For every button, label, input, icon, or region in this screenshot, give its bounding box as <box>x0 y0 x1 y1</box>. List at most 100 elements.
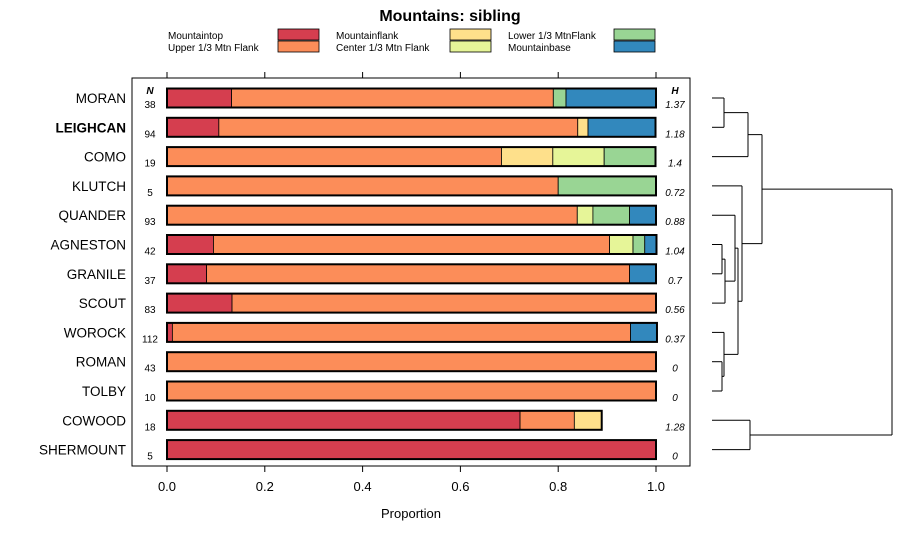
x-tick-label: 0.0 <box>158 479 176 494</box>
bar-segment-mountainbase <box>644 234 657 255</box>
h-value: 0 <box>672 393 678 404</box>
n-value: 42 <box>144 247 156 258</box>
bar-row-quander: QUANDER 93 0.88 <box>58 204 685 228</box>
legend-label: Center 1/3 Mtn Flank <box>336 43 430 54</box>
bar-outline <box>166 234 658 255</box>
h-value: 0.56 <box>665 305 685 316</box>
bar-segment-lower-1-3-mtnflank <box>603 146 656 167</box>
legend-label: Mountaintop <box>168 31 223 42</box>
bar-segment-upper-1-3-mtn-flank <box>231 88 554 108</box>
bar-segment-mountaintop <box>166 234 214 255</box>
n-value: 94 <box>144 129 156 140</box>
bar-segment-lower-1-3-mtnflank <box>552 88 567 108</box>
h-value: 0.88 <box>665 217 685 228</box>
n-value: 43 <box>144 364 156 375</box>
bar-segment-upper-1-3-mtn-flank <box>166 175 559 196</box>
bar-segment-upper-1-3-mtn-flank <box>166 205 578 226</box>
bar-segment-mountainbase <box>629 263 657 284</box>
category-label: KLUTCH <box>72 179 126 194</box>
h-value: 0.7 <box>668 276 682 287</box>
chart-title: Mountains: sibling <box>379 8 520 25</box>
bar-segment-upper-1-3-mtn-flank <box>231 293 657 314</box>
x-tick-label: 0.4 <box>354 479 372 494</box>
bar-segment-lower-1-3-mtnflank <box>592 205 630 226</box>
bar-segment-mountaintop <box>166 88 232 108</box>
category-label: ROMAN <box>76 355 126 370</box>
legend-item-upper-1-3-mtn-flank: Upper 1/3 Mtn Flank <box>168 40 320 54</box>
category-label: AGNESTON <box>50 238 126 253</box>
legend-label: Mountainbase <box>508 43 571 54</box>
bar-segment-lower-1-3-mtnflank <box>557 175 657 196</box>
legend-swatch <box>449 40 492 53</box>
bar-row-scout: SCOUT 83 0.56 <box>79 292 685 316</box>
h-value: 0 <box>672 452 678 463</box>
legend-item-center-1-3-mtn-flank: Center 1/3 Mtn Flank <box>336 40 492 54</box>
x-tick-label: 1.0 <box>647 479 665 494</box>
category-label: GRANILE <box>67 267 126 282</box>
bar-segment-mountainflank <box>573 410 603 431</box>
bar-outline <box>166 439 657 461</box>
bar-segment-upper-1-3-mtn-flank <box>206 263 630 284</box>
bar-row-cowood: COWOOD 18 1.28 <box>62 409 685 433</box>
bar-row-agneston: AGNESTON 42 1.04 <box>50 234 685 258</box>
x-tick-label: 0.2 <box>256 479 274 494</box>
bar-outline <box>166 146 657 168</box>
bar-segment-center-1-3-mtn-flank <box>609 234 634 255</box>
n-value: 37 <box>144 276 156 287</box>
h-header: H <box>671 86 679 97</box>
bar-segment-mountaintop <box>166 117 220 138</box>
bar-segment-mountaintop <box>166 263 208 284</box>
h-value: 0 <box>672 364 678 375</box>
bar-segment-lower-1-3-mtnflank <box>632 234 646 255</box>
bar-segment-upper-1-3-mtn-flank <box>519 410 575 431</box>
bar-row-shermount: SHERMOUNT 5 0 <box>39 439 678 463</box>
bar-segment-upper-1-3-mtn-flank <box>166 351 657 372</box>
bar-row-tolby: TOLBY 10 0 <box>82 380 678 404</box>
x-tick-label: 0.8 <box>549 479 567 494</box>
n-value: 18 <box>144 422 156 433</box>
bar-segment-mountainbase <box>629 205 657 226</box>
dendrogram <box>712 97 893 451</box>
bar-row-worock: WOROCK 112 0.37 <box>64 321 685 345</box>
bar-segment-mountaintop <box>166 439 657 460</box>
bar-segment-center-1-3-mtn-flank <box>552 146 605 167</box>
legend-swatch <box>277 40 320 53</box>
h-value: 0.37 <box>665 334 685 345</box>
legend-item-mountainbase: Mountainbase <box>508 40 656 54</box>
legend-item-lower-1-3-mtnflank: Lower 1/3 MtnFlank <box>508 28 656 42</box>
bar-row-como: COMO 19 1.4 <box>84 146 682 170</box>
x-axis: 0.0 0.2 0.4 0.6 0.8 1.0 <box>158 72 665 494</box>
category-label: MORAN <box>76 91 126 106</box>
category-label: COWOOD <box>62 413 126 428</box>
n-value: 5 <box>147 452 153 463</box>
legend-label: Lower 1/3 MtnFlank <box>508 31 597 42</box>
n-value: 5 <box>147 188 153 199</box>
h-value: 1.4 <box>668 159 682 170</box>
bar-outline <box>166 116 657 138</box>
bar-segment-mountainflank <box>577 117 589 138</box>
legend-label: Mountainflank <box>336 31 399 42</box>
category-label: TOLBY <box>82 384 126 399</box>
bar-segment-upper-1-3-mtn-flank <box>213 234 610 255</box>
h-value: 1.18 <box>665 129 685 140</box>
h-value: 1.37 <box>665 100 685 111</box>
h-value: 1.04 <box>665 247 685 258</box>
bar-outline <box>166 204 657 226</box>
n-value: 10 <box>144 393 156 404</box>
legend-item-mountaintop: Mountaintop <box>168 28 320 42</box>
bar-outline <box>166 175 657 197</box>
n-value: 83 <box>144 305 156 316</box>
bar-segment-upper-1-3-mtn-flank <box>218 117 579 138</box>
bar-outline <box>166 409 603 431</box>
bar-segment-mountainbase <box>587 117 656 138</box>
bar-row-klutch: KLUTCH 5 0.72 <box>72 175 685 199</box>
legend-swatch <box>277 28 320 41</box>
x-tick-label: 0.6 <box>451 479 469 494</box>
bar-segment-center-1-3-mtn-flank <box>576 205 594 226</box>
category-label: LEIGHCAN <box>56 120 127 135</box>
bar-outline <box>166 351 657 373</box>
bar-row-granile: GRANILE 37 0.7 <box>67 263 682 287</box>
n-header: N <box>146 86 154 97</box>
